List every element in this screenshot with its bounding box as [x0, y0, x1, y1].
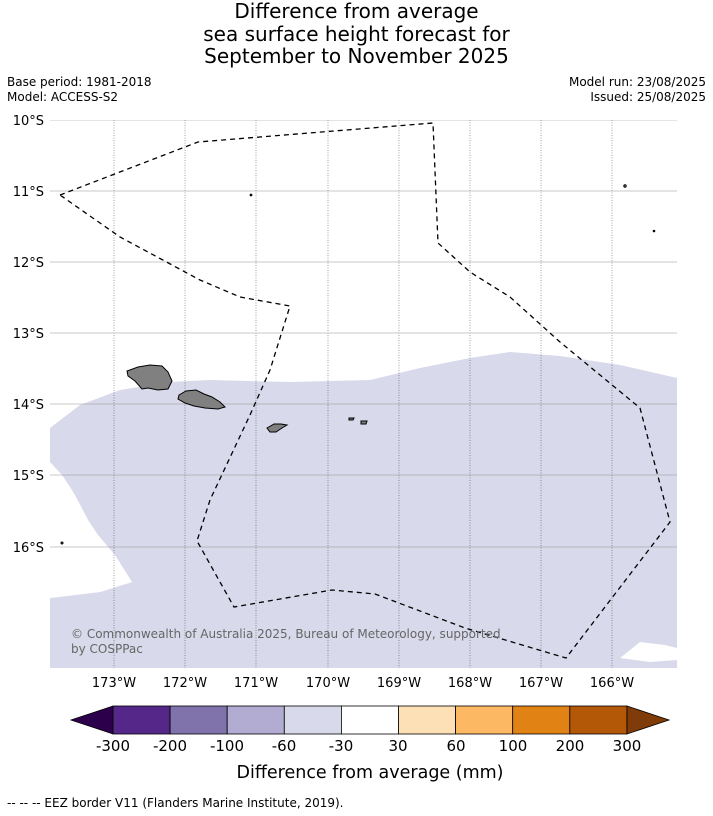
cb-label-9: 300 [613, 737, 642, 755]
cb-label-1: -200 [153, 737, 187, 755]
map-area: © Commonwealth of Australia 2025, Bureau… [50, 120, 677, 668]
island-ofu [348, 417, 355, 421]
lat-label-14s: 14°S [13, 398, 44, 413]
issued-date: Issued: 25/08/2025 [590, 90, 706, 104]
model-name: Model: ACCESS-S2 [7, 90, 119, 104]
anomaly-shaded-region [50, 352, 677, 668]
island-small-2 [623, 184, 627, 188]
colorbar-bin-5 [340, 705, 399, 735]
base-period: Base period: 1981-2018 [7, 75, 152, 89]
island-small-4 [60, 541, 64, 545]
meta-right: Model run: 23/08/2025 Issued: 25/08/2025 [569, 75, 706, 105]
lon-labels: 173°W 172°W 171°W 170°W 169°W 168°W 167°… [92, 676, 634, 691]
lat-label-15s: 15°S [13, 469, 44, 484]
island-tutuila [266, 423, 289, 433]
island-upolu [177, 389, 226, 410]
white-patch-sw [50, 475, 132, 598]
lon-label-173w: 173°W [92, 676, 136, 691]
copyright-line-2: by COSPPac [71, 642, 143, 656]
cb-label-5: 30 [388, 737, 407, 755]
colorbar-bin-3 [226, 705, 285, 735]
colorbar [69, 705, 671, 735]
cb-label-0: -300 [96, 737, 130, 755]
lat-labels: 10°S 11°S 12°S 13°S 14°S 15°S 16°S [13, 114, 44, 556]
colorbar-bin-9 [569, 705, 628, 735]
island-small-3 [652, 229, 656, 233]
cb-label-4: -30 [329, 737, 354, 755]
cb-label-7: 100 [499, 737, 528, 755]
cb-label-3: -60 [272, 737, 297, 755]
lon-label-168w: 168°W [448, 676, 492, 691]
meta-left: Base period: 1981-2018 Model: ACCESS-S2 [7, 75, 152, 105]
cb-label-2: -100 [210, 737, 244, 755]
island-tau [360, 420, 368, 425]
island-small-1 [249, 193, 253, 197]
lat-gridlines [50, 120, 677, 548]
lon-label-166w: 166°W [590, 676, 634, 691]
copyright-line-1: © Commonwealth of Australia 2025, Bureau… [71, 627, 501, 641]
lat-label-12s: 12°S [13, 256, 44, 271]
colorbar-bin-1 [112, 705, 171, 735]
white-patch-se [620, 642, 677, 662]
colorbar-labels: -300 -200 -100 -60 -30 30 60 100 200 300 [96, 737, 641, 755]
model-run: Model run: 23/08/2025 [568, 75, 706, 89]
colorbar-bin-7 [455, 705, 514, 735]
lat-label-13s: 13°S [13, 327, 44, 342]
cb-label-6: 60 [446, 737, 465, 755]
lat-label-16s: 16°S [13, 541, 44, 556]
title-line-2: sea surface height forecast for [203, 21, 510, 46]
colorbar-bin-4 [283, 705, 342, 735]
lon-label-170w: 170°W [306, 676, 350, 691]
colorbar-arrow-right [626, 705, 671, 735]
lat-label-10s: 10°S [13, 114, 44, 129]
colorbar-title: Difference from average (mm) [236, 763, 503, 783]
colorbar-bin-6 [398, 705, 456, 735]
colorbar-bin-8 [512, 705, 571, 735]
title-line-3: September to November 2025 [204, 44, 509, 68]
lon-label-169w: 169°W [377, 676, 421, 691]
lon-label-167w: 167°W [519, 676, 563, 691]
map-title: Difference from average sea surface heig… [0, 0, 713, 68]
title-line-1: Difference from average [234, 0, 479, 23]
colorbar-arrow-left [69, 705, 114, 735]
island-savaii [126, 364, 173, 391]
eez-border [58, 122, 671, 659]
eez-footnote: -- -- -- EEZ border V11 (Flanders Marine… [7, 796, 344, 810]
lon-label-172w: 172°W [163, 676, 207, 691]
islands [60, 184, 656, 545]
colorbar-bin-2 [169, 705, 228, 735]
cb-label-8: 200 [556, 737, 585, 755]
lat-label-11s: 11°S [13, 185, 44, 200]
lon-label-171w: 171°W [234, 676, 278, 691]
